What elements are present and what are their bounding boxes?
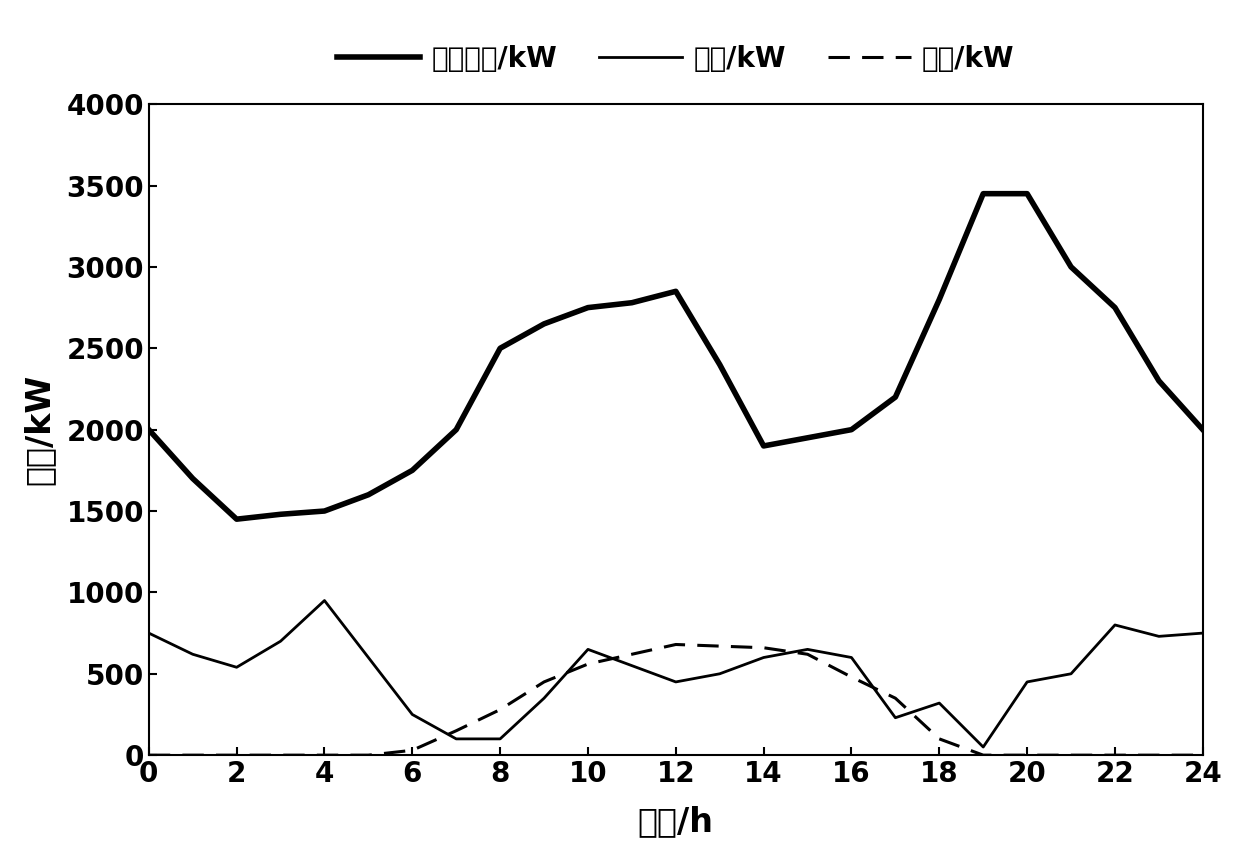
光伏/kW xyxy=(1019,750,1034,760)
风电/kW xyxy=(580,644,595,654)
Line: 基本负荷/kW: 基本负荷/kW xyxy=(149,194,1203,519)
风电/kW xyxy=(625,661,640,671)
光伏/kW xyxy=(229,750,244,760)
基本负荷/kW xyxy=(888,392,903,403)
风电/kW xyxy=(756,653,771,663)
基本负荷/kW xyxy=(317,506,332,516)
风电/kW xyxy=(1152,631,1167,641)
风电/kW xyxy=(492,733,507,744)
风电/kW xyxy=(888,713,903,723)
基本负荷/kW xyxy=(1195,424,1210,435)
基本负荷/kW xyxy=(273,509,288,519)
Legend: 基本负荷/kW, 风电/kW, 光伏/kW: 基本负荷/kW, 风电/kW, 光伏/kW xyxy=(326,34,1025,83)
光伏/kW xyxy=(625,649,640,660)
基本负荷/kW xyxy=(1019,188,1034,199)
光伏/kW xyxy=(273,750,288,760)
基本负荷/kW xyxy=(229,514,244,524)
光伏/kW xyxy=(976,750,991,760)
风电/kW xyxy=(185,649,200,660)
光伏/kW xyxy=(668,639,683,649)
基本负荷/kW xyxy=(1152,376,1167,386)
Y-axis label: 功率/kW: 功率/kW xyxy=(22,374,56,485)
风电/kW xyxy=(1195,628,1210,638)
风电/kW xyxy=(932,698,947,708)
基本负荷/kW xyxy=(1107,302,1122,312)
光伏/kW xyxy=(1152,750,1167,760)
基本负荷/kW xyxy=(361,490,376,500)
风电/kW xyxy=(976,742,991,753)
基本负荷/kW xyxy=(932,294,947,305)
基本负荷/kW xyxy=(404,465,419,476)
光伏/kW xyxy=(361,750,376,760)
光伏/kW xyxy=(1064,750,1079,760)
光伏/kW xyxy=(844,672,859,682)
风电/kW xyxy=(317,595,332,606)
风电/kW xyxy=(712,668,727,679)
风电/kW xyxy=(844,653,859,663)
风电/kW xyxy=(449,733,464,744)
光伏/kW xyxy=(800,649,815,660)
基本负荷/kW xyxy=(580,302,595,312)
基本负荷/kW xyxy=(800,432,815,443)
光伏/kW xyxy=(537,677,552,687)
基本负荷/kW xyxy=(712,359,727,370)
光伏/kW xyxy=(756,642,771,653)
基本负荷/kW xyxy=(625,298,640,308)
风电/kW xyxy=(361,653,376,663)
基本负荷/kW xyxy=(1064,262,1079,273)
风电/kW xyxy=(229,662,244,673)
光伏/kW xyxy=(1107,750,1122,760)
基本负荷/kW xyxy=(492,343,507,353)
基本负荷/kW xyxy=(844,424,859,435)
光伏/kW xyxy=(932,733,947,744)
基本负荷/kW xyxy=(668,286,683,297)
光伏/kW xyxy=(712,641,727,651)
风电/kW xyxy=(1107,620,1122,630)
Line: 风电/kW: 风电/kW xyxy=(149,601,1203,747)
基本负荷/kW xyxy=(756,441,771,451)
光伏/kW xyxy=(317,750,332,760)
风电/kW xyxy=(141,628,156,638)
Line: 光伏/kW: 光伏/kW xyxy=(149,644,1203,755)
光伏/kW xyxy=(580,659,595,669)
风电/kW xyxy=(1064,668,1079,679)
X-axis label: 时间/h: 时间/h xyxy=(637,805,714,838)
光伏/kW xyxy=(185,750,200,760)
基本负荷/kW xyxy=(141,424,156,435)
基本负荷/kW xyxy=(185,473,200,483)
风电/kW xyxy=(668,677,683,687)
光伏/kW xyxy=(492,705,507,715)
光伏/kW xyxy=(404,745,419,755)
基本负荷/kW xyxy=(976,188,991,199)
风电/kW xyxy=(1019,677,1034,687)
光伏/kW xyxy=(1195,750,1210,760)
风电/kW xyxy=(404,709,419,720)
光伏/kW xyxy=(888,693,903,703)
基本负荷/kW xyxy=(449,424,464,435)
光伏/kW xyxy=(141,750,156,760)
风电/kW xyxy=(273,636,288,647)
风电/kW xyxy=(800,644,815,654)
基本负荷/kW xyxy=(537,319,552,329)
风电/kW xyxy=(537,693,552,703)
光伏/kW xyxy=(449,726,464,736)
